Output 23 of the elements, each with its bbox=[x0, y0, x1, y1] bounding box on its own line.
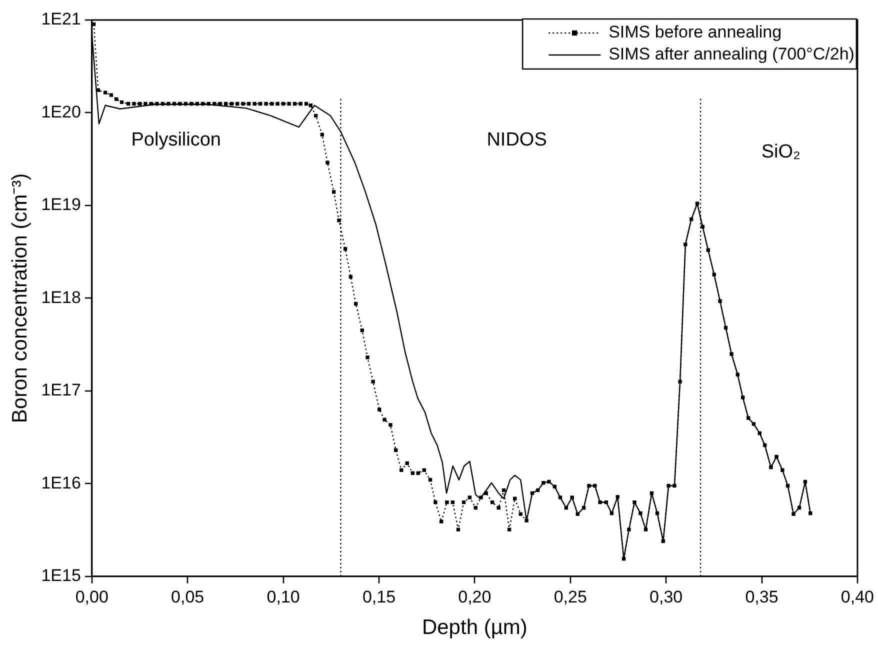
x-tick-label: 0,10 bbox=[266, 587, 300, 606]
x-tick-label: 0,05 bbox=[171, 587, 204, 606]
y-tick-label: 1E17 bbox=[41, 380, 81, 400]
y-tick-label: 1E20 bbox=[41, 102, 81, 122]
annotation: Polysilicon bbox=[131, 129, 221, 150]
legend-label: SIMS after annealing (700°C/2h) bbox=[608, 44, 854, 64]
y-axis-title: Boron concentration (cm⁻³) bbox=[8, 173, 32, 424]
x-axis-title: Depth (µm) bbox=[422, 616, 528, 640]
y-tick-label: 1E15 bbox=[41, 566, 81, 586]
x-tick-label: 0,30 bbox=[650, 587, 683, 606]
x-tick-label: 0,15 bbox=[362, 587, 396, 606]
x-tick-label: 0,20 bbox=[458, 587, 492, 606]
legend-label: SIMS before annealing bbox=[608, 22, 782, 42]
x-tick-label: 0,40 bbox=[840, 587, 874, 606]
x-tick-label: 0,35 bbox=[745, 587, 778, 606]
annotation: NIDOS bbox=[486, 129, 547, 150]
y-tick-label: 1E19 bbox=[41, 195, 81, 214]
x-tick-label: 0,25 bbox=[554, 587, 587, 606]
y-tick-label: 1E18 bbox=[41, 288, 81, 307]
annotation: SiO₂ bbox=[761, 142, 800, 163]
x-tick-label: 0,00 bbox=[75, 587, 108, 606]
y-tick-label: 1E21 bbox=[41, 10, 81, 29]
y-tick-label: 1E16 bbox=[41, 473, 81, 492]
